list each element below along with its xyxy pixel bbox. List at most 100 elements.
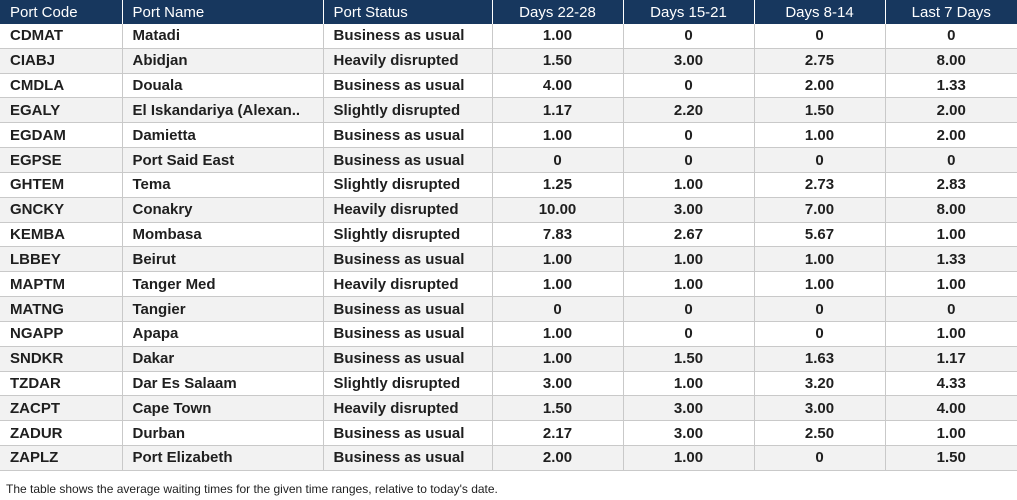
port-status-cell: Business as usual <box>323 296 493 322</box>
port-code-cell: ZAPLZ <box>0 445 123 471</box>
port-name-cell: Apapa <box>122 321 324 347</box>
table-row[interactable]: EGDAM Damietta Business as usual 1.00 0 1.00 2… <box>0 122 1017 149</box>
days-22-28-cell: 0 <box>492 296 624 322</box>
days-15-21-cell: 1.50 <box>623 346 755 372</box>
port-status-cell: Business as usual <box>323 73 493 99</box>
days-22-28-cell: 7.83 <box>492 222 624 248</box>
port-status-cell: Business as usual <box>323 420 493 447</box>
table-row[interactable]: SNDKR Dakar Business as usual 1.00 1.50 1.63 1… <box>0 346 1017 372</box>
days-8-14-cell: 2.75 <box>754 48 886 74</box>
port-name-cell: Cape Town <box>122 395 324 422</box>
port-name-cell: Conakry <box>122 197 324 223</box>
table-row[interactable]: MATNG Tangier Business as usual 0 0 0 0 <box>0 296 1017 322</box>
port-status-cell: Heavily disrupted <box>323 48 493 74</box>
port-code-cell: EGPSE <box>0 147 123 173</box>
port-status-cell: Business as usual <box>323 246 493 273</box>
table-row[interactable]: MAPTM Tanger Med Heavily disrupted 1.00 1.00… <box>0 271 1017 298</box>
port-code-cell: SNDKR <box>0 346 123 372</box>
table-row[interactable]: EGALY El Iskandariya (Alexan.. Slightly di… <box>0 97 1017 124</box>
port-code-cell: MATNG <box>0 296 123 322</box>
port-name-cell: El Iskandariya (Alexan.. <box>122 97 324 124</box>
days-22-28-cell: 1.25 <box>492 172 624 198</box>
port-status-cell: Heavily disrupted <box>323 395 493 422</box>
table-row[interactable]: TZDAR Dar Es Salaam Slightly disrupted 3.00… <box>0 371 1017 397</box>
days-22-28-cell: 10.00 <box>492 197 624 223</box>
days-15-21-cell: 1.00 <box>623 371 755 397</box>
port-code-cell: MAPTM <box>0 271 123 298</box>
last-7-days-cell: 1.00 <box>885 420 1017 447</box>
days-15-21-cell: 1.00 <box>623 246 755 273</box>
days-8-14-cell: 0 <box>754 445 886 471</box>
last-7-days-cell: 1.00 <box>885 321 1017 347</box>
days-8-14-cell: 1.00 <box>754 246 886 273</box>
table-row[interactable]: ZAPLZ Port Elizabeth Business as usual 2.00… <box>0 445 1017 471</box>
table-row[interactable]: NGAPP Apapa Business as usual 1.00 0 0 1.00 <box>0 321 1017 347</box>
port-code-cell: CDMAT <box>0 24 123 49</box>
table-body: CDMAT Matadi Business as usual 1.00 0 0 0 CIABJ… <box>0 24 1017 471</box>
days-8-14-cell: 2.50 <box>754 420 886 447</box>
table-row[interactable]: ZACPT Cape Town Heavily disrupted 1.50 3.00 3… <box>0 395 1017 422</box>
days-22-28-cell: 1.00 <box>492 271 624 298</box>
days-15-21-cell: 0 <box>623 147 755 173</box>
days-15-21-cell: 0 <box>623 24 755 49</box>
last-7-days-cell: 1.33 <box>885 246 1017 273</box>
days-15-21-cell: 0 <box>623 321 755 347</box>
days-15-21-cell: 1.00 <box>623 445 755 471</box>
table-row[interactable]: KEMBA Mombasa Slightly disrupted 7.83 2.67 5.… <box>0 222 1017 248</box>
days-8-14-cell: 5.67 <box>754 222 886 248</box>
port-status-cell: Slightly disrupted <box>323 222 493 248</box>
days-8-14-cell: 7.00 <box>754 197 886 223</box>
days-8-14-cell: 0 <box>754 147 886 173</box>
port-code-cell: ZACPT <box>0 395 123 422</box>
days-15-21-cell: 1.00 <box>623 172 755 198</box>
table-row[interactable]: GHTEM Tema Slightly disrupted 1.25 1.00 2.73 2… <box>0 172 1017 198</box>
header-row: Port Code Port Name Port Status Days 22-… <box>0 0 1017 24</box>
days-8-14-cell: 1.00 <box>754 122 886 149</box>
table-row[interactable]: ZADUR Durban Business as usual 2.17 3.00 2.50… <box>0 420 1017 447</box>
days-22-28-cell: 1.50 <box>492 395 624 422</box>
port-status-cell: Heavily disrupted <box>323 197 493 223</box>
column-header-port-code[interactable]: Port Code <box>0 0 123 24</box>
last-7-days-cell: 1.00 <box>885 271 1017 298</box>
last-7-days-cell: 8.00 <box>885 48 1017 74</box>
days-15-21-cell: 2.20 <box>623 97 755 124</box>
column-header-days-22-28[interactable]: Days 22-28 <box>492 0 624 24</box>
table-row[interactable]: LBBEY Beirut Business as usual 1.00 1.00 1.00… <box>0 246 1017 273</box>
days-8-14-cell: 3.20 <box>754 371 886 397</box>
days-15-21-cell: 2.67 <box>623 222 755 248</box>
port-name-cell: Matadi <box>122 24 324 49</box>
days-22-28-cell: 1.00 <box>492 246 624 273</box>
days-22-28-cell: 0 <box>492 147 624 173</box>
port-waiting-times-table: Port Code Port Name Port Status Days 22-… <box>0 0 1017 471</box>
port-code-cell: ZADUR <box>0 420 123 447</box>
days-8-14-cell: 0 <box>754 296 886 322</box>
table-row[interactable]: CMDLA Douala Business as usual 4.00 0 2.00 1.3… <box>0 73 1017 99</box>
port-code-cell: CIABJ <box>0 48 123 74</box>
days-22-28-cell: 1.17 <box>492 97 624 124</box>
column-header-last-7-days[interactable]: Last 7 Days <box>885 0 1017 24</box>
days-8-14-cell: 0 <box>754 24 886 49</box>
port-name-cell: Damietta <box>122 122 324 149</box>
port-name-cell: Dar Es Salaam <box>122 371 324 397</box>
port-code-cell: EGDAM <box>0 122 123 149</box>
days-22-28-cell: 2.17 <box>492 420 624 447</box>
table-row[interactable]: CIABJ Abidjan Heavily disrupted 1.50 3.00 2.7… <box>0 48 1017 74</box>
port-name-cell: Tanger Med <box>122 271 324 298</box>
days-15-21-cell: 3.00 <box>623 197 755 223</box>
last-7-days-cell: 2.83 <box>885 172 1017 198</box>
port-status-cell: Slightly disrupted <box>323 172 493 198</box>
table-row[interactable]: CDMAT Matadi Business as usual 1.00 0 0 0 <box>0 24 1017 49</box>
port-name-cell: Port Said East <box>122 147 324 173</box>
port-status-cell: Business as usual <box>323 321 493 347</box>
port-name-cell: Douala <box>122 73 324 99</box>
column-header-port-status[interactable]: Port Status <box>323 0 493 24</box>
days-8-14-cell: 1.63 <box>754 346 886 372</box>
column-header-days-15-21[interactable]: Days 15-21 <box>623 0 755 24</box>
port-code-cell: LBBEY <box>0 246 123 273</box>
column-header-days-8-14[interactable]: Days 8-14 <box>754 0 886 24</box>
last-7-days-cell: 8.00 <box>885 197 1017 223</box>
column-header-port-name[interactable]: Port Name <box>122 0 324 24</box>
table-row[interactable]: GNCKY Conakry Heavily disrupted 10.00 3.00 7.… <box>0 197 1017 223</box>
table-row[interactable]: EGPSE Port Said East Business as usual 0 0 0 0 <box>0 147 1017 173</box>
last-7-days-cell: 1.17 <box>885 346 1017 372</box>
